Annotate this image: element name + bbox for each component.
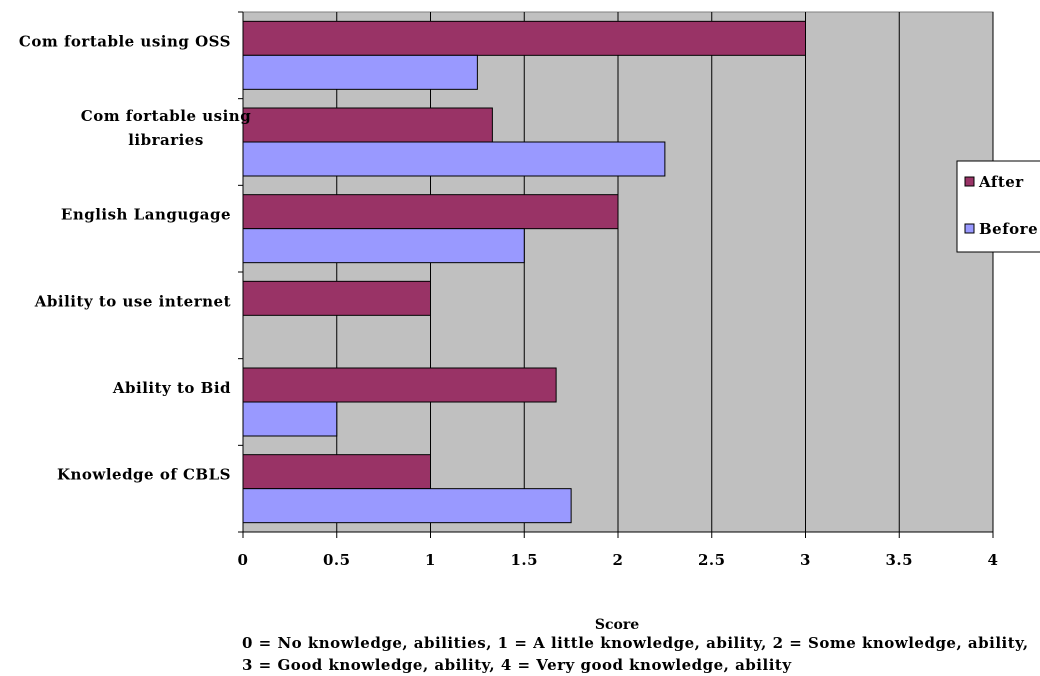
x-axis-title: Score xyxy=(595,617,639,633)
bar-after-5 xyxy=(242,367,557,403)
bar-after-3 xyxy=(242,194,619,230)
x-tick-label: 0 xyxy=(238,551,249,569)
legend-box xyxy=(956,160,1040,253)
x-tick-label: 1 xyxy=(425,551,436,569)
x-tick-label: 2.5 xyxy=(698,551,726,569)
x-tick-label: 3.5 xyxy=(885,551,913,569)
x-tick-label: 4 xyxy=(988,551,999,569)
legend-swatch-after xyxy=(964,176,975,187)
category-label: Ability to Bid xyxy=(112,379,231,397)
category-label: Knowledge of CBLS xyxy=(57,466,231,484)
category-label: Com fortable using xyxy=(81,107,251,125)
category-label: libraries xyxy=(128,131,204,149)
y-axis: Com fortable using OSS Com fortable using… xyxy=(19,11,251,533)
legend-swatch-before xyxy=(964,223,975,234)
legend-label-after: After xyxy=(978,173,1024,191)
bar-after-6 xyxy=(242,454,431,490)
score-scale-note: 0 = No knowledge, abilities, 1 = A littl… xyxy=(242,634,1029,674)
legend-label-before: Before xyxy=(979,220,1038,238)
category-label: Com fortable using OSS xyxy=(19,32,231,50)
bar-after-4 xyxy=(242,280,431,316)
x-tick-label: 2 xyxy=(613,551,624,569)
x-tick-label: 3 xyxy=(800,551,811,569)
bar-before-5 xyxy=(242,401,338,437)
bar-before-2 xyxy=(242,141,666,177)
plot-area xyxy=(242,11,994,533)
x-tick-label: 1.5 xyxy=(510,551,538,569)
bar-after-2 xyxy=(242,107,493,143)
bar-before-6 xyxy=(242,488,572,524)
x-tick-label: 0.5 xyxy=(323,551,351,569)
bar-chart: Com fortable using OSS Com fortable using… xyxy=(19,11,1040,633)
x-axis: 0 0.5 1 1.5 2 2.5 3 3.5 4 xyxy=(238,531,999,569)
bar-before-3 xyxy=(242,228,525,264)
category-label: English Langugage xyxy=(61,206,231,224)
category-label: Ability to use internet xyxy=(34,292,231,310)
legend: After Before xyxy=(956,160,1040,253)
bar-after-1 xyxy=(242,20,806,56)
bar-before-1 xyxy=(242,54,478,90)
